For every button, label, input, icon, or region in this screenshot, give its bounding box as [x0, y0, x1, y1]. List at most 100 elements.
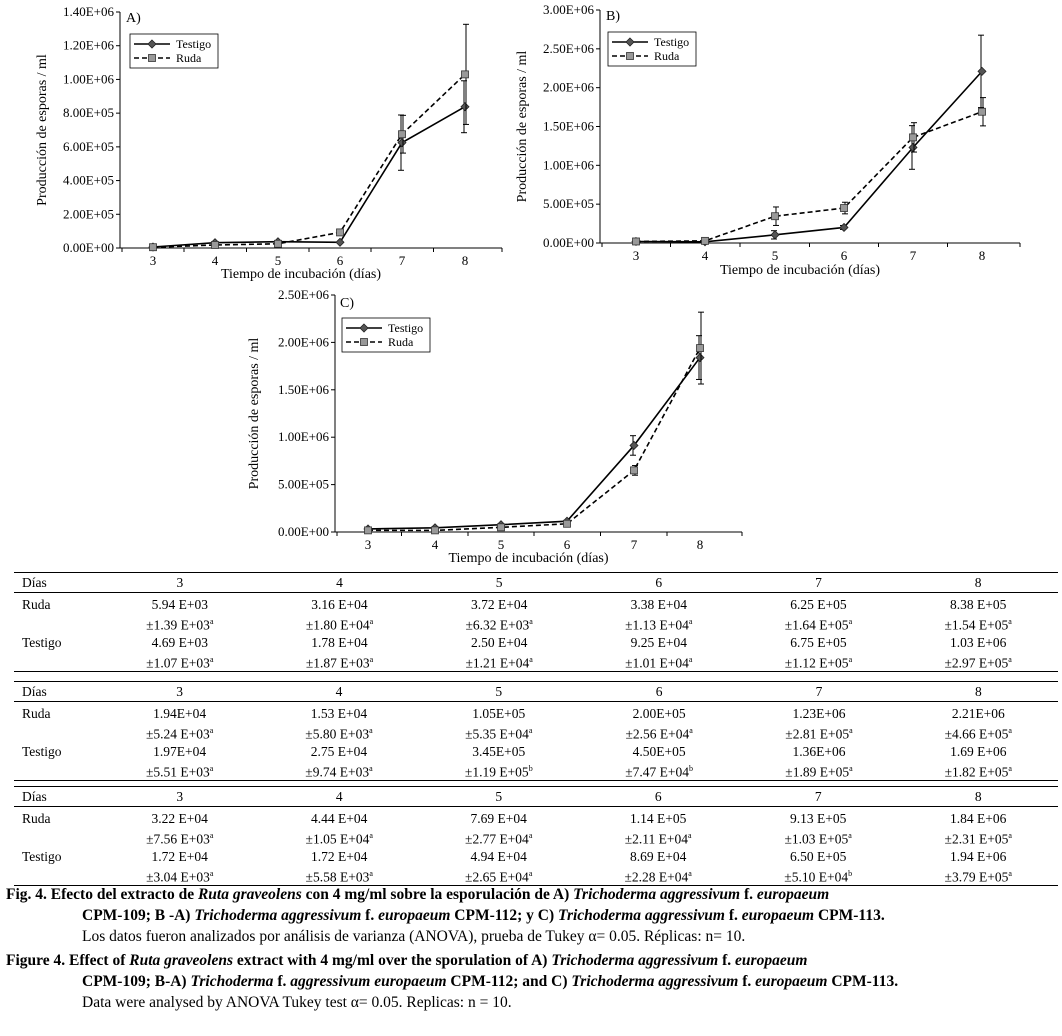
table-day: 6	[578, 572, 739, 593]
table-cell: 9.13 E+05 ±1.03 E+05a	[738, 807, 899, 848]
x-tick-label: 6	[564, 537, 571, 552]
table-cell: 1.69 E+06 ±1.82 E+05a	[898, 742, 1058, 781]
mean-value: 1.94E+04	[153, 706, 207, 721]
table-row: Ruda 1.94E+04 ±5.24 E+03a 1.53 E+04 ±5.80 …	[14, 702, 1058, 743]
mean-value: 1.97E+04	[153, 743, 207, 759]
tukey-letter: a	[1008, 831, 1012, 840]
mean-value: 4.44 E+04	[311, 811, 368, 826]
legend-box	[129, 33, 219, 69]
data-point-ruda	[563, 519, 571, 528]
mean-value: 6.50 E+05	[790, 848, 847, 864]
data-point-ruda	[632, 237, 640, 246]
table-cell: 4.69 E+03 ±1.07 E+03a	[100, 633, 260, 672]
mean-value: 9.13 E+05	[790, 811, 847, 826]
mean-value: 3.38 E+04	[630, 597, 687, 612]
data-point-ruda	[431, 526, 439, 535]
table-cell: 6.25 E+05 ±1.64 E+05a	[739, 593, 899, 634]
tukey-letter: b	[689, 763, 694, 773]
sd-value: ±1.01 E+04	[625, 655, 689, 670]
y-tick-label: 1.20E+06	[63, 38, 115, 53]
tukey-letter: a	[529, 617, 533, 626]
y-axis-title: Producción de esporas / ml	[35, 54, 50, 206]
sd-value: ±1.13 E+04	[625, 617, 689, 633]
mean-value: 1.69 E+06	[950, 743, 1007, 759]
x-tick-label: 8	[462, 253, 469, 268]
tukey-letter: a	[1008, 617, 1012, 626]
table-day: 6	[578, 786, 738, 807]
sd-value: ±7.56 E+03	[146, 831, 210, 847]
sd-value: ±2.11 E+04	[624, 831, 689, 847]
tukey-letter: a	[369, 831, 373, 840]
table-cell: 4.44 E+04 ±1.05 E+04a	[259, 807, 418, 848]
y-tick-label: 2.00E+05	[63, 206, 114, 221]
y-tick-label: 5.00E+05	[278, 477, 329, 492]
legend-label: Testigo	[654, 35, 689, 49]
sd-value: ±2.77 E+04	[465, 831, 529, 847]
table-row: Testigo 4.69 E+03 ±1.07 E+03a 1.78 E+04 ±1…	[14, 633, 1058, 672]
sd-value: ±1.39 E+03	[146, 617, 210, 633]
table-cell: 3.72 E+04 ±6.32 E+03a	[419, 593, 579, 634]
y-tick-label: 0.00E+00	[543, 235, 594, 250]
mean-value: 1.36E+06	[792, 743, 846, 759]
table-row: Testigo 1.72 E+04 ±3.04 E+03a 1.72 E+04 ±5…	[14, 847, 1058, 886]
legend-marker	[625, 37, 635, 47]
row-label: Testigo	[14, 633, 100, 672]
table-cell: 1.36E+06 ±1.89 E+05a	[739, 742, 899, 781]
series-line-testigo	[152, 106, 466, 248]
table-cell: 8.69 E+04 ±2.28 E+04a	[578, 847, 738, 886]
mean-value: 3.45E+05	[472, 743, 526, 759]
y-tick-label: 2.50E+06	[278, 287, 330, 302]
mean-value: 6.75 E+05	[790, 634, 847, 650]
mean-value: 4.69 E+03	[151, 634, 209, 650]
x-axis-title: Tiempo de incubación (días)	[221, 267, 381, 282]
y-tick-label: 1.50E+06	[278, 382, 330, 397]
tukey-letter: a	[849, 726, 853, 735]
legend-label: Testigo	[176, 37, 211, 51]
mean-value: 1.03 E+06	[949, 634, 1007, 650]
table-header-label: Días	[14, 786, 100, 807]
sd-value: ±1.19 E+05	[464, 764, 529, 779]
mean-value: 2.50 E+04	[470, 634, 528, 650]
mean-value: 1.84 E+06	[950, 811, 1007, 826]
tukey-letter: a	[209, 868, 214, 878]
caption-en-title: Figure 4. Effect of Ruta graveolens extr…	[6, 952, 899, 990]
chart-b: 0.00E+00 5.00E+05 1.00E+06 1.50E+06 2.00E+06…	[515, 2, 1021, 278]
mean-value: 2.21E+06	[951, 706, 1005, 721]
data-table-b: Días 3 4 5 6 7 8 Ruda 1.94E+04 ±5.24 E+03…	[14, 681, 1058, 781]
tukey-letter: a	[1008, 868, 1012, 878]
x-tick-label: 7	[399, 253, 406, 268]
caption-es-title: Fig. 4. Efecto del extracto de Ruta grav…	[6, 886, 885, 924]
y-tick-label: 5.00E+05	[543, 196, 594, 211]
sd-value: ±5.24 E+03	[145, 726, 210, 742]
tukey-letter: a	[209, 831, 214, 840]
panel-label: C)	[340, 296, 354, 311]
mean-value: 9.25 E+04	[630, 634, 687, 650]
x-tick-label: 7	[631, 537, 638, 552]
table-cell: 1.14 E+05 ±2.11 E+04a	[578, 807, 737, 848]
table-row: Ruda 3.22 E+04 ±7.56 E+03a 4.44 E+04 ±1.05…	[14, 807, 1058, 848]
table-day: 3	[100, 681, 260, 702]
y-tick-label: 3.00E+06	[543, 2, 595, 17]
y-tick-label: 1.00E+06	[63, 71, 115, 86]
sd-value: ±6.32 E+03	[465, 617, 530, 633]
table-cell: 8.38 E+05 ±1.54 E+05a	[898, 593, 1058, 634]
sd-value: ±1.12 E+05	[784, 655, 849, 670]
tukey-letter: a	[688, 868, 692, 878]
tukey-letter: a	[848, 831, 852, 840]
sd-value: ±2.65 E+04	[465, 869, 529, 884]
x-tick-label: 7	[910, 248, 917, 263]
table-day: 7	[739, 681, 899, 702]
y-axis-title: Producción de esporas / ml	[515, 51, 530, 203]
chart-a: 0.00E+00 2.00E+05 4.00E+05 6.00E+05 8.00E+05…	[35, 4, 503, 282]
tukey-letter: a	[369, 763, 373, 773]
table-day: 4	[259, 786, 419, 807]
table-day: 6	[578, 681, 740, 702]
row-label: Ruda	[22, 811, 51, 826]
mean-value: 2.75 E+04	[310, 743, 368, 759]
table-cell: 1.23E+06 ±2.81 E+05a	[739, 702, 898, 743]
sd-value: ±2.97 E+05	[944, 655, 1009, 670]
y-tick-label: 1.40E+06	[63, 4, 115, 19]
table-cell: 3.38 E+04 ±1.13 E+04a	[579, 593, 739, 634]
x-tick-label: 3	[365, 537, 372, 552]
